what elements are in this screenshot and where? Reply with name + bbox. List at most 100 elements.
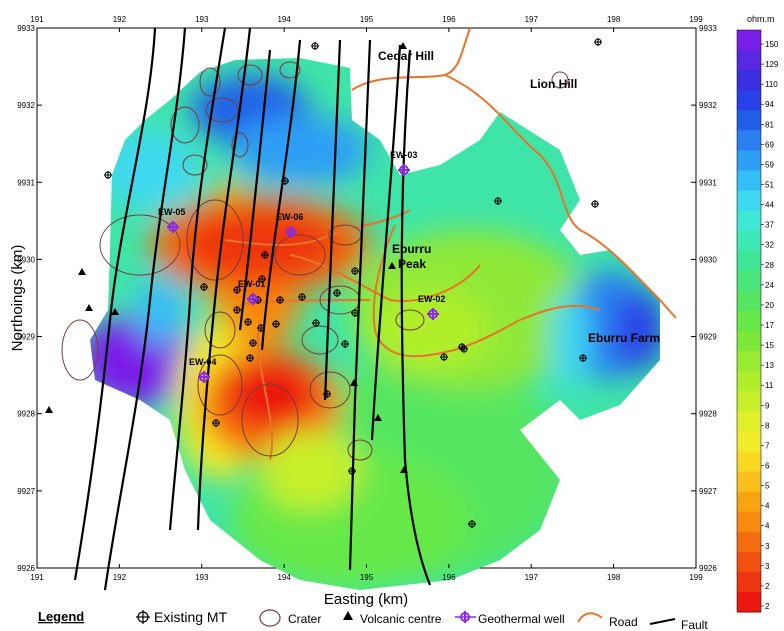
y-tick-label-left: 9933	[17, 24, 35, 33]
mt-station	[351, 267, 359, 275]
mt-station	[594, 38, 602, 46]
colorbar-swatch	[737, 571, 761, 593]
x-tick-label-bottom: 198	[607, 573, 621, 582]
colorbar-swatch	[737, 250, 761, 272]
y-tick-label-left: 9932	[17, 101, 35, 110]
x-tick-label-top: 195	[360, 15, 374, 24]
mt-station	[246, 354, 254, 362]
colorbar-label: 37	[765, 221, 774, 230]
colorbar-swatch	[737, 471, 761, 493]
legend-geothermal-well: Geothermal well	[478, 612, 565, 626]
mt-station	[200, 283, 208, 291]
colorbar-swatch	[737, 351, 761, 372]
mt-station	[333, 289, 341, 297]
y-tick-label-left: 9931	[17, 178, 35, 187]
well-ew-03[interactable]: EW-03	[390, 150, 417, 176]
colorbar-label: 94	[765, 100, 774, 109]
legend-crater: Crater	[288, 612, 321, 626]
legend-road-icon	[577, 612, 603, 623]
well-ew-05[interactable]: EW-05	[158, 207, 185, 233]
well-ew-06[interactable]: EW-06	[276, 212, 303, 238]
colorbar-swatch	[737, 70, 761, 91]
colorbar-label: 15	[765, 341, 774, 350]
y-axis-left: 9933 9932 9931 9930 9929 9928 9927 9926	[17, 24, 42, 573]
colorbar: 1501291109481695951443732282420171513119…	[736, 29, 779, 613]
mt-station	[104, 171, 112, 179]
x-tick-label-bottom: 196	[442, 573, 456, 582]
colorbar-label: 4	[765, 522, 770, 531]
x-tick-label-top: 192	[113, 15, 127, 24]
colorbar-swatch	[737, 130, 761, 151]
colorbar-swatch	[737, 210, 761, 232]
legend-volcanic-icon	[343, 611, 353, 620]
mt-station	[276, 296, 284, 304]
colorbar-swatch	[737, 411, 761, 432]
place-label-eburru: Eburru	[392, 242, 431, 256]
mt-station	[272, 320, 280, 328]
y-tick-label-left: 9927	[17, 487, 35, 496]
well-ew-01[interactable]: EW-01	[238, 279, 265, 305]
mt-station	[323, 390, 331, 398]
colorbar-label: 17	[765, 321, 774, 330]
colorbar-swatch	[737, 30, 761, 51]
colorbar-border	[736, 29, 762, 613]
geothermal-wells: EW-03 EW-05 EW-06 EW-01 EW-02	[158, 150, 445, 383]
well-label: EW-01	[238, 279, 265, 289]
colorbar-label: 81	[765, 120, 774, 129]
x-tick-label-top: 199	[689, 15, 703, 24]
colorbar-label: 2	[765, 582, 770, 591]
mt-station	[591, 200, 599, 208]
mt-station	[244, 318, 252, 326]
colorbar-label: 69	[765, 140, 774, 149]
x-tick-label-top: 196	[442, 15, 456, 24]
colorbar-label: 3	[765, 562, 770, 571]
colorbar-swatch	[737, 371, 761, 392]
colorbar-label: 2	[765, 602, 770, 611]
colorbar-swatch	[737, 310, 761, 332]
well-ew-04[interactable]: EW-04	[189, 357, 216, 383]
y-tick-label-right: 9928	[699, 410, 717, 419]
colorbar-label: 7	[765, 441, 770, 450]
well-label: EW-05	[158, 207, 185, 217]
colorbar-label: 5	[765, 482, 770, 491]
legend: Legend Existing MT Crater Volcanic centr…	[38, 609, 708, 631]
mt-station	[351, 309, 359, 317]
y-tick-label-right: 9929	[699, 333, 717, 342]
well-label: EW-02	[418, 294, 445, 304]
legend-existing-mt: Existing MT	[154, 609, 228, 625]
y-tick-label-left: 9928	[17, 410, 35, 419]
mt-station	[233, 306, 241, 314]
colorbar-swatch	[737, 591, 761, 613]
colorbar-swatch	[737, 491, 761, 513]
y-tick-label-right: 9927	[699, 487, 717, 496]
legend-road: Road	[609, 615, 638, 629]
y-tick-label-right: 9933	[699, 24, 717, 33]
y-tick-label-left: 9926	[17, 564, 35, 573]
mt-station	[460, 345, 468, 353]
x-tick-label-bottom: 195	[360, 573, 374, 582]
mt-station	[257, 324, 265, 332]
x-tick-label-top: 191	[30, 15, 44, 24]
faults	[73, 27, 432, 591]
mt-station	[311, 42, 319, 50]
x-axis-title: Easting (km)	[324, 591, 408, 608]
colorbar-swatch	[737, 270, 761, 292]
y-tick-label-right: 9930	[699, 255, 717, 264]
well-ew-02[interactable]: EW-02	[418, 294, 445, 320]
mt-station	[261, 251, 269, 259]
x-axis-bottom: 191 192 193 194 195 196 197 198 199	[30, 564, 703, 582]
colorbar-swatch	[737, 331, 761, 352]
mt-station	[281, 177, 289, 185]
colorbar-label: 59	[765, 160, 774, 169]
colorbar-swatch	[737, 451, 761, 473]
legend-mt-icon	[136, 610, 150, 624]
colorbar-swatch	[737, 150, 761, 171]
y-tick-label-right: 9932	[699, 101, 717, 110]
colorbar-swatch	[737, 511, 761, 533]
mt-station	[468, 520, 476, 528]
colorbar-label: 9	[765, 401, 770, 410]
colorbar-label: 44	[765, 201, 774, 210]
x-tick-label-bottom: 199	[689, 573, 703, 582]
colorbar-swatch	[737, 551, 761, 573]
